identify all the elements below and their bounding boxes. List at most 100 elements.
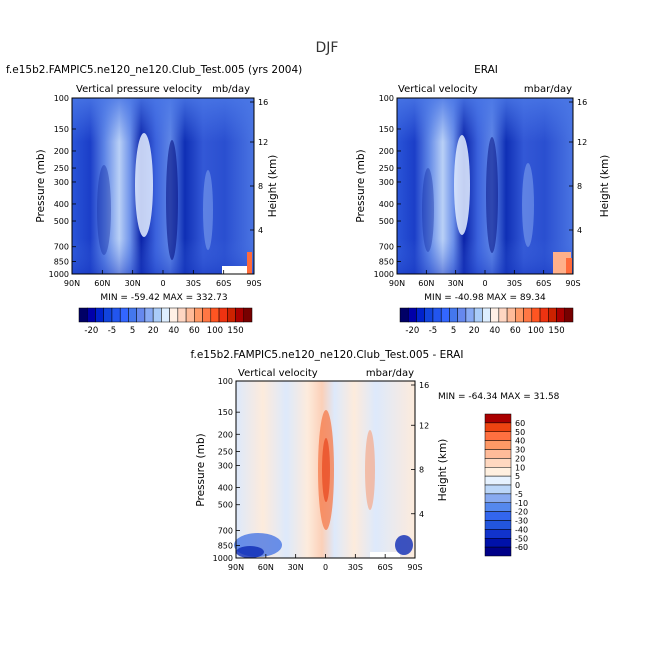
colorbar-swatch	[111, 307, 121, 323]
colorbar-label: 50	[515, 428, 525, 437]
colorbar-label: 10	[515, 463, 525, 472]
colorbar-label: 20	[469, 326, 480, 336]
y-tick-label: 200	[218, 430, 233, 439]
colorbar-label: -50	[515, 534, 528, 543]
colorbar-label: 40	[168, 326, 179, 336]
colorbar-swatch	[484, 431, 512, 441]
panel-model-plot-area	[71, 97, 255, 275]
colorbar-label: 60	[189, 326, 200, 336]
colorbar-swatch	[177, 307, 187, 323]
colorbar-label: -10	[515, 499, 528, 508]
panel-diff-stats: MIN = -64.34 MAX = 31.58	[438, 392, 560, 402]
colorbar-swatch	[243, 307, 253, 323]
colorbar-swatch	[86, 307, 96, 323]
panel-erai-stats: MIN = -40.98 MAX = 89.34	[424, 293, 546, 303]
y-tick-label: 500	[54, 217, 69, 226]
y-tick-label: 100	[218, 377, 233, 386]
y-tick-label: 300	[54, 178, 69, 187]
y-tick-label: 250	[379, 164, 394, 173]
y-tick-label: 250	[54, 164, 69, 173]
x-tick-label: 90N	[389, 279, 405, 288]
colorbar-swatch	[484, 413, 512, 424]
colorbar-label: -30	[515, 517, 528, 526]
y-right-tick-label: 12	[419, 421, 429, 430]
colorbar-swatch	[484, 449, 512, 459]
panel-model-subtitle-left: Vertical pressure velocity	[76, 84, 202, 95]
colorbar-swatch	[484, 475, 512, 486]
y-tick-label: 700	[54, 243, 69, 252]
x-tick-label: 90N	[228, 563, 244, 572]
colorbar-swatch	[556, 307, 566, 323]
y-right-tick-label: 4	[577, 226, 582, 235]
colorbar-swatch	[103, 307, 113, 323]
x-tick-label: 30S	[507, 279, 522, 288]
colorbar-label: -20	[405, 326, 419, 336]
x-tick-label: 60N	[94, 279, 110, 288]
panel-erai-plot-area	[396, 97, 574, 275]
colorbar-label: -5	[429, 326, 437, 336]
colorbar-swatch	[407, 307, 417, 323]
colorbar-swatch	[484, 467, 512, 477]
panel-erai-subtitle-left: Vertical velocity	[398, 84, 478, 95]
y-tick-label: 300	[379, 178, 394, 187]
y-right-tick-label: 4	[258, 226, 263, 235]
y-tick-label: 850	[54, 258, 69, 267]
colorbar-label: -20	[515, 508, 528, 517]
colorbar-swatch	[484, 546, 512, 557]
y-tick-label: 250	[218, 447, 233, 456]
x-tick-label: 60S	[216, 279, 231, 288]
colorbar-swatch	[218, 307, 228, 323]
figure-title: DJF	[316, 40, 339, 56]
x-tick-label: 60N	[418, 279, 434, 288]
colorbar-swatch	[515, 307, 524, 323]
y-tick-label: 200	[54, 147, 69, 156]
x-tick-label: 0	[482, 279, 487, 288]
colorbar-swatch	[119, 307, 129, 323]
panel-erai-colorbar: -20 -5 5 20 40 60 100 150	[399, 307, 574, 336]
colorbar-label: 5	[451, 326, 456, 336]
y-tick-label: 150	[218, 408, 233, 417]
colorbar-swatch	[399, 307, 409, 323]
y-tick-label: 400	[218, 484, 233, 493]
panel-erai-ylabel: Pressure (mb)	[355, 149, 367, 222]
y-tick-label: 850	[379, 258, 394, 267]
colorbar-swatch	[539, 307, 549, 323]
panel-diff-y-ticks: 100 150 200 250 300 400 500 700 850 1000	[213, 377, 240, 563]
colorbar-label: 20	[148, 326, 159, 336]
colorbar-swatch	[432, 307, 442, 323]
y-tick-label: 700	[379, 243, 394, 252]
y-tick-label: 1000	[213, 554, 233, 563]
colorbar-label: 0	[515, 481, 520, 490]
colorbar-label: -60	[515, 543, 528, 552]
panel-erai-ylabel-right: Height (km)	[599, 155, 611, 218]
colorbar-swatch	[473, 307, 483, 323]
colorbar-swatch	[227, 307, 236, 323]
colorbar-swatch	[465, 307, 475, 323]
y-tick-label: 150	[379, 125, 394, 134]
panel-diff-plot-area	[234, 380, 416, 559]
y-tick-label: 200	[379, 147, 394, 156]
colorbar-label: 150	[227, 326, 243, 336]
colorbar-label: -40	[515, 525, 528, 534]
panel-diff-ylabel-right: Height (km)	[437, 439, 449, 502]
panel-diff: f.e15b2.FAMPIC5.ne120_ne120.Club_Test.00…	[191, 349, 560, 572]
colorbar-label: 5	[130, 326, 135, 336]
colorbar-swatch	[152, 307, 162, 323]
colorbar-label: 5	[515, 472, 520, 481]
colorbar-swatch	[95, 307, 104, 323]
panel-model-colorbar: -20 -5 5 20 40 60 100 150	[78, 307, 253, 336]
colorbar-swatch	[457, 307, 467, 323]
colorbar-swatch	[564, 307, 574, 323]
y-tick-label: 150	[54, 125, 69, 134]
y-tick-label: 100	[379, 94, 394, 103]
panel-model-y-right-ticks: 16 12 8 4	[250, 98, 268, 235]
y-right-tick-label: 8	[258, 182, 263, 191]
colorbar-swatch	[490, 307, 500, 323]
panel-diff-subtitle-left: Vertical velocity	[238, 368, 318, 379]
colorbar-swatch	[185, 307, 195, 323]
y-tick-label: 300	[218, 461, 233, 470]
panel-diff-subtitle-right: mbar/day	[366, 368, 414, 379]
colorbar-swatch	[484, 520, 512, 530]
colorbar-label: 100	[528, 326, 544, 336]
